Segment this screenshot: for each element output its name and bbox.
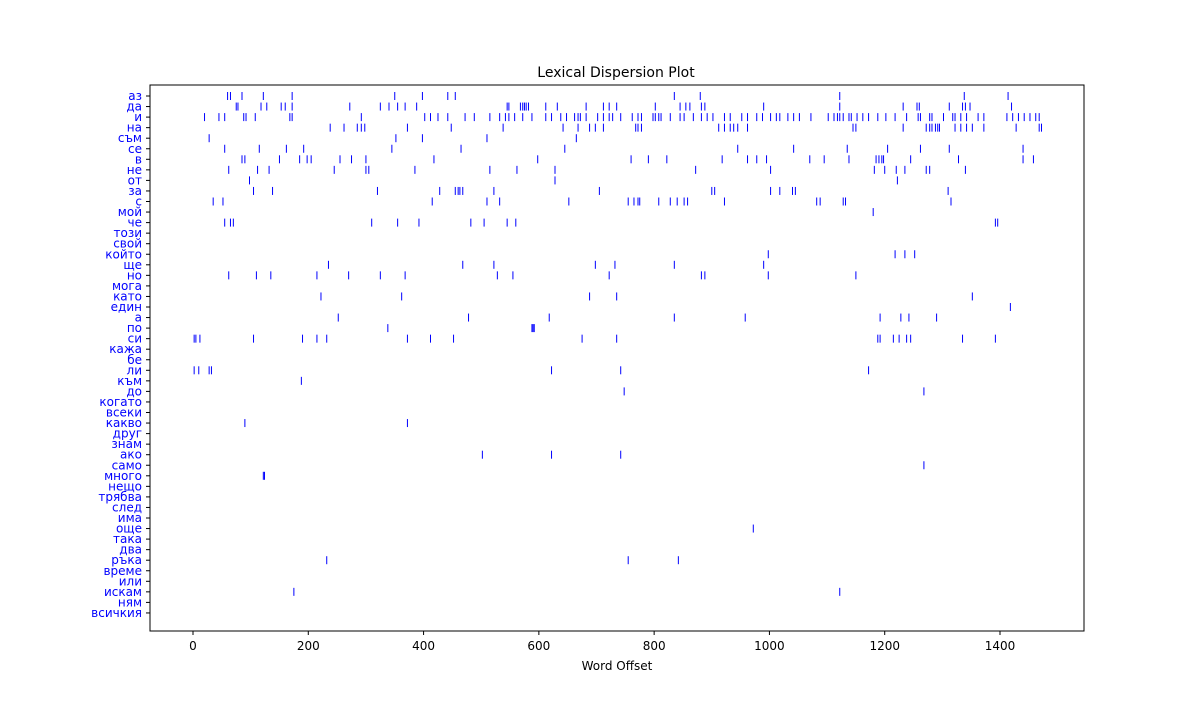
x-tick-label: 1000: [754, 639, 785, 653]
y-tick-label: до: [126, 384, 142, 398]
y-tick-label: който: [105, 247, 142, 261]
y-tick-label: след: [112, 500, 142, 514]
y-tick-label: трябва: [98, 490, 142, 504]
y-tick-label: като: [113, 289, 142, 303]
y-axis-word-labels: аздаинасъмсевнеотзасмойчетозисвойкойтоще…: [91, 89, 150, 620]
y-tick-label: в: [135, 152, 142, 166]
y-tick-label: кажа: [109, 342, 142, 356]
x-tick-label: 800: [643, 639, 666, 653]
x-axis: 0 200 400 600 800 1000 1200 1400: [189, 631, 1015, 653]
x-tick-label: 200: [297, 639, 320, 653]
y-tick-label: искам: [104, 585, 142, 599]
y-tick-label: когато: [99, 395, 142, 409]
y-tick-label: се: [128, 142, 142, 156]
plot-marks: [193, 92, 1043, 596]
y-tick-label: че: [128, 216, 142, 230]
y-tick-label: не: [127, 163, 142, 177]
x-axis-label: Word Offset: [582, 659, 653, 673]
x-tick-label: 600: [527, 639, 550, 653]
y-tick-label: ръка: [111, 553, 142, 567]
y-tick-label: нещо: [108, 479, 142, 493]
y-tick-label: още: [116, 522, 142, 536]
y-tick-label: два: [119, 543, 142, 557]
y-tick-label: а: [135, 311, 142, 325]
y-tick-label: да: [126, 100, 142, 114]
y-tick-label: си: [128, 332, 142, 346]
chart-title: Lexical Dispersion Plot: [537, 65, 695, 81]
x-tick-label: 1200: [869, 639, 900, 653]
y-tick-label: на: [127, 121, 142, 135]
y-tick-label: знам: [111, 437, 142, 451]
y-tick-label: с: [135, 195, 142, 209]
x-tick-label: 0: [189, 639, 197, 653]
y-tick-label: съм: [118, 131, 142, 145]
y-tick-label: време: [103, 564, 142, 578]
y-tick-label: ще: [123, 258, 142, 272]
y-tick-label: друг: [113, 427, 142, 441]
y-tick-label: всичкия: [91, 606, 142, 620]
y-tick-label: така: [113, 532, 142, 546]
x-tick-label: 1400: [985, 639, 1016, 653]
y-tick-label: бе: [127, 353, 142, 367]
y-tick-label: какво: [106, 416, 142, 430]
y-tick-label: аз: [128, 89, 142, 103]
y-tick-label: всеки: [106, 406, 142, 420]
y-tick-label: ако: [120, 448, 142, 462]
x-tick-label: 400: [412, 639, 435, 653]
y-tick-label: ням: [118, 595, 142, 609]
y-tick-label: мой: [118, 205, 142, 219]
y-tick-label: този: [113, 226, 142, 240]
y-tick-label: мога: [112, 279, 142, 293]
plot-frame: [149, 84, 1085, 632]
y-tick-label: но: [127, 268, 142, 282]
y-tick-label: за: [128, 184, 142, 198]
y-tick-label: от: [128, 173, 142, 187]
y-tick-label: един: [111, 300, 142, 314]
y-tick-label: по: [127, 321, 142, 335]
y-tick-label: и: [134, 110, 142, 124]
y-tick-label: или: [119, 574, 142, 588]
y-tick-label: ли: [127, 363, 142, 377]
y-tick-label: много: [104, 469, 142, 483]
y-tick-label: има: [118, 511, 142, 525]
y-tick-label: свой: [113, 237, 142, 251]
y-tick-label: само: [112, 458, 142, 472]
y-tick-label: към: [117, 374, 142, 388]
